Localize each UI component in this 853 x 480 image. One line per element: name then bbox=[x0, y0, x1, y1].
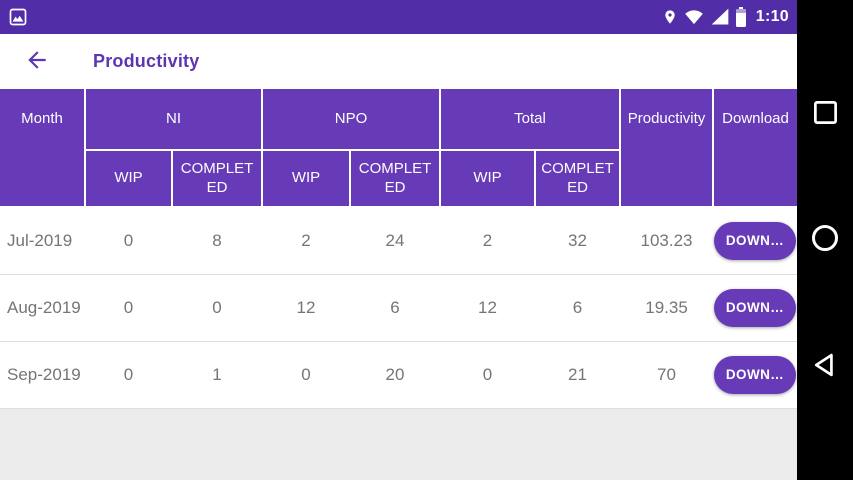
app-screen: 1:10 Productivity Month NI NPO Total bbox=[0, 0, 797, 480]
back-triangle-icon bbox=[811, 351, 839, 382]
cell-total-wip: 2 bbox=[440, 207, 536, 275]
cell-month: Sep-2019 bbox=[0, 341, 85, 409]
download-button[interactable]: DOWN… bbox=[714, 221, 797, 260]
cell-ni-wip: 0 bbox=[85, 207, 172, 275]
col-header-download-spacer bbox=[713, 150, 797, 208]
cell-npo-wip: 0 bbox=[262, 341, 350, 409]
col-header-total-wip: WIP bbox=[440, 150, 537, 208]
cell-npo-completed: 20 bbox=[350, 341, 441, 409]
productivity-table: Month NI NPO Total Productivity Download… bbox=[0, 89, 797, 409]
col-header-month: Month bbox=[0, 89, 86, 150]
cell-npo-completed: 6 bbox=[350, 274, 441, 342]
status-bar: 1:10 bbox=[0, 0, 797, 34]
recents-square-icon bbox=[812, 99, 839, 129]
col-group-ni: NI bbox=[85, 89, 263, 151]
battery-icon bbox=[735, 7, 747, 27]
col-header-ni-wip: WIP bbox=[85, 150, 173, 208]
col-group-total: Total bbox=[440, 89, 622, 151]
cell-ni-wip: 0 bbox=[85, 274, 172, 342]
cell-ni-completed: 0 bbox=[172, 274, 262, 342]
col-header-download: Download bbox=[713, 89, 797, 150]
col-header-productivity-spacer bbox=[620, 150, 715, 208]
download-button[interactable]: DOWN… bbox=[714, 355, 797, 394]
wifi-icon bbox=[683, 7, 705, 27]
home-circle-icon bbox=[810, 223, 840, 256]
cell-ni-wip: 0 bbox=[85, 341, 172, 409]
cellular-signal-icon bbox=[710, 7, 730, 27]
col-header-total-completed: COMPLETED bbox=[535, 150, 622, 208]
table-row: Jul-2019 0 8 2 24 2 32 103.23 DOWN… bbox=[0, 207, 797, 275]
status-time: 1:10 bbox=[755, 8, 789, 25]
cell-total-completed: 32 bbox=[535, 207, 621, 275]
cell-npo-completed: 24 bbox=[350, 207, 441, 275]
col-header-ni-completed: COMPLETED bbox=[172, 150, 263, 208]
table-row: Aug-2019 0 0 12 6 12 6 19.35 DOWN… bbox=[0, 274, 797, 342]
recents-button[interactable] bbox=[808, 97, 842, 131]
cell-ni-completed: 1 bbox=[172, 341, 262, 409]
cell-productivity: 70 bbox=[620, 341, 714, 409]
col-header-month-spacer bbox=[0, 150, 86, 208]
cell-npo-wip: 2 bbox=[262, 207, 350, 275]
arrow-left-icon bbox=[24, 47, 50, 76]
page-title: Productivity bbox=[93, 51, 200, 71]
cell-month: Jul-2019 bbox=[0, 207, 85, 275]
cell-ni-completed: 8 bbox=[172, 207, 262, 275]
back-button[interactable] bbox=[22, 47, 52, 77]
cell-total-completed: 6 bbox=[535, 274, 621, 342]
download-button[interactable]: DOWN… bbox=[714, 288, 797, 327]
col-header-productivity: Productivity bbox=[620, 89, 715, 150]
cell-productivity: 103.23 bbox=[620, 207, 714, 275]
back-nav-button[interactable] bbox=[808, 349, 842, 383]
android-nav-bar bbox=[797, 0, 853, 480]
location-icon bbox=[662, 7, 678, 27]
screenshot-thumbnail-icon bbox=[8, 7, 28, 27]
col-header-npo-completed: COMPLETED bbox=[350, 150, 442, 208]
app-bar: Productivity bbox=[0, 34, 797, 89]
cell-npo-wip: 12 bbox=[262, 274, 350, 342]
home-button[interactable] bbox=[808, 222, 842, 256]
col-header-npo-wip: WIP bbox=[262, 150, 351, 208]
cell-productivity: 19.35 bbox=[620, 274, 714, 342]
cell-total-wip: 12 bbox=[440, 274, 536, 342]
col-group-npo: NPO bbox=[262, 89, 442, 151]
cell-total-completed: 21 bbox=[535, 341, 621, 409]
table-row: Sep-2019 0 1 0 20 0 21 70 DOWN… bbox=[0, 341, 797, 409]
cell-total-wip: 0 bbox=[440, 341, 536, 409]
cell-month: Aug-2019 bbox=[0, 274, 85, 342]
